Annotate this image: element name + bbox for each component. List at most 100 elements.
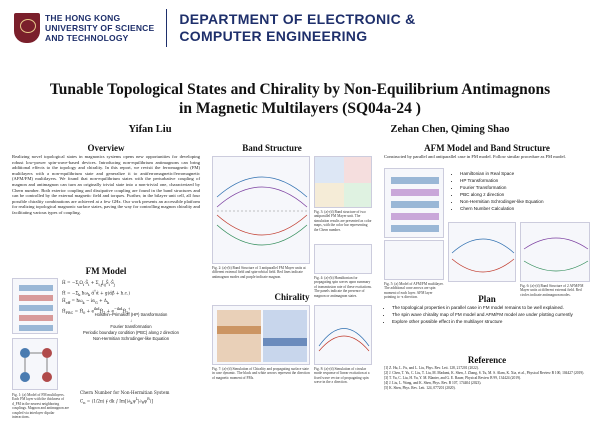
chirality-band (217, 326, 261, 334)
afm-step: PBC along z direction (460, 191, 590, 198)
fig1-model-image (12, 278, 58, 334)
antimagnon-node (42, 348, 52, 358)
layer (19, 325, 53, 331)
layer (19, 315, 53, 321)
fig6-band-image-a (448, 222, 516, 282)
fig3-chern-map-image (314, 156, 372, 208)
antimagnon-node (42, 372, 52, 382)
band-curve (216, 186, 308, 208)
authors-right: Zehan Chen, Qiming Shao (390, 124, 510, 135)
afm-step: Hamiltonian in Real Space (460, 170, 590, 177)
plan-item: Explore other possible effect in the mul… (392, 318, 590, 325)
fig7-chirality-image (212, 305, 310, 365)
reference-item: [4] J. Liu, L. Wang, and K. Shen, Phys. … (384, 381, 482, 385)
fig1-coupling-image (12, 338, 58, 390)
university-line: THE HONG KONG (45, 13, 121, 23)
afm-multilayer-diagram (391, 177, 439, 232)
university-name: THE HONG KONG UNIVERSITY OF SCIENCE AND … (45, 13, 154, 43)
reference-list: [1] Z. Hu, L. Fu, and L. Liu, Phys. Rev.… (384, 366, 590, 391)
department-line: DEPARTMENT OF ELECTRONIC & (179, 11, 416, 27)
plan-item: The spin wave chirality map of FM model … (392, 311, 590, 318)
poster-header: THE HONG KONG UNIVERSITY OF SCIENCE AND … (0, 0, 600, 56)
hkust-crest-icon (14, 13, 40, 43)
fig2-caption: Fig. 2: (a)-(b) Band Structure of 3 anti… (212, 266, 306, 279)
afm-band-plot (523, 237, 589, 272)
layer (19, 285, 53, 291)
fig5-band-image (384, 240, 444, 280)
reference-item: [3] T. Yu, C. Liu, H. Yu, Y. M. Blanter,… (384, 376, 521, 380)
afm-step: Non-Hermitian Schrodinger-like Equation (460, 198, 590, 205)
reference-item: [2] J. Chen, T. Yu, C. Liu, T. Liu, M. M… (384, 371, 585, 375)
plan-heading: Plan (478, 294, 496, 304)
flow-step: Holstein–Primakoff (HP) transformation (94, 312, 168, 317)
afm-step: Fourier Transformation (460, 184, 590, 191)
magnon-node (20, 348, 30, 358)
fig4-caption: Fig. 4: (a)-(b) Hamiltonian for propagat… (314, 276, 372, 298)
fm-flow: Holstein–Primakoff (HP) transformation ↓… (62, 312, 200, 342)
header-divider (166, 9, 168, 47)
title-line: Tunable Topological States and Chirality… (49, 81, 551, 98)
flow-step: Periodic boundary condition (PBC) along … (83, 330, 179, 335)
university-line: UNIVERSITY OF SCIENCE (45, 23, 155, 33)
overview-text: Realizing novel topological states in ma… (12, 154, 200, 215)
band-curve (451, 238, 515, 254)
band-curve (216, 214, 308, 236)
fm-model-heading: FM Model (85, 266, 127, 276)
map-cell (315, 183, 344, 207)
fig8-caption: Fig. 8: (a)-(d) Simulation of circular m… (314, 367, 370, 385)
university-line: AND TECHNOLOGY (45, 33, 129, 43)
department-line: COMPUTER ENGINEERING (179, 28, 368, 44)
band-structure-plot (216, 176, 308, 246)
layer (391, 225, 439, 232)
layer (19, 305, 53, 311)
flow-step: Fourier transformation (110, 324, 152, 329)
afm-step: Chern Number Calculation (460, 205, 590, 212)
band-curve (523, 237, 589, 250)
fig5-caption: Fig. 5: (a) Model of AFM/FM multilayer. … (384, 282, 444, 300)
title-line: in Magnetic Multilayers (SQ04a-24 ) (179, 100, 421, 117)
fig7-caption: Fig. 7: (a)-(d) Simulation of Chirality … (212, 367, 310, 380)
afm-intro: Constructed by parallel and antiparallel… (384, 154, 566, 159)
fig6-band-image-b (520, 222, 590, 282)
chirality-map (217, 310, 307, 362)
fig4-image (314, 244, 372, 274)
layer (391, 177, 439, 184)
fig8-image (314, 305, 372, 365)
afm-step: HP Transformation (460, 177, 590, 184)
poster-title: Tunable Topological States and Chirality… (0, 80, 600, 118)
fm-multilayer-diagram (19, 285, 53, 331)
chern-number-block: Chern Number for Non-Hermitian System Cn… (80, 390, 200, 406)
fig6-caption: Fig. 6: (a)-(d) Band Structure of 2 AFM/… (520, 284, 584, 297)
fig2-band-image (212, 156, 310, 264)
magnon-node (20, 372, 30, 382)
map-cell (344, 183, 371, 207)
reference-item: [1] Z. Hu, L. Fu, and L. Liu, Phys. Rev.… (384, 366, 479, 370)
coupling-diagram (20, 348, 52, 382)
layer (391, 213, 439, 220)
chern-color-map (315, 157, 371, 207)
band-curve (451, 258, 515, 273)
circular-mode-plot (318, 328, 370, 352)
hkust-logo: THE HONG KONG UNIVERSITY OF SCIENCE AND … (14, 13, 154, 43)
mode-curve (318, 335, 370, 352)
department-name: DEPARTMENT OF ELECTRONIC & COMPUTER ENGI… (179, 11, 415, 45)
chirality-panel (217, 310, 261, 362)
chern-label: Chern Number for Non-Hermitian System (80, 390, 170, 395)
band-curve (523, 260, 589, 272)
fm-hamiltonian: Ĥ = −ΣiΩi·Ŝi + Σi,jJijŜi·Ŝj Ĥ = −Σk ħωk … (62, 280, 131, 316)
band-curve (216, 224, 308, 246)
layer (391, 201, 439, 208)
layer (391, 189, 439, 196)
fig5-afm-model-image (384, 168, 444, 238)
overview-heading: Overview (87, 143, 125, 153)
mode-curve (318, 328, 370, 347)
plan-list: The topological properties in parallel c… (384, 304, 590, 325)
fig1-caption: Fig. 1: (a) Model of FM multilayers. Eac… (12, 393, 69, 420)
chirality-heading: Chirality (274, 292, 310, 302)
afm-band-plot (451, 238, 515, 273)
chirality-panel (263, 310, 307, 362)
authors-left: Yifan Liu (128, 124, 172, 135)
band-structure-heading: Band Structure (242, 143, 302, 153)
band-panel (216, 176, 308, 246)
flow-step: Non-Hermitian Schrodinger-like Equation (92, 336, 170, 341)
